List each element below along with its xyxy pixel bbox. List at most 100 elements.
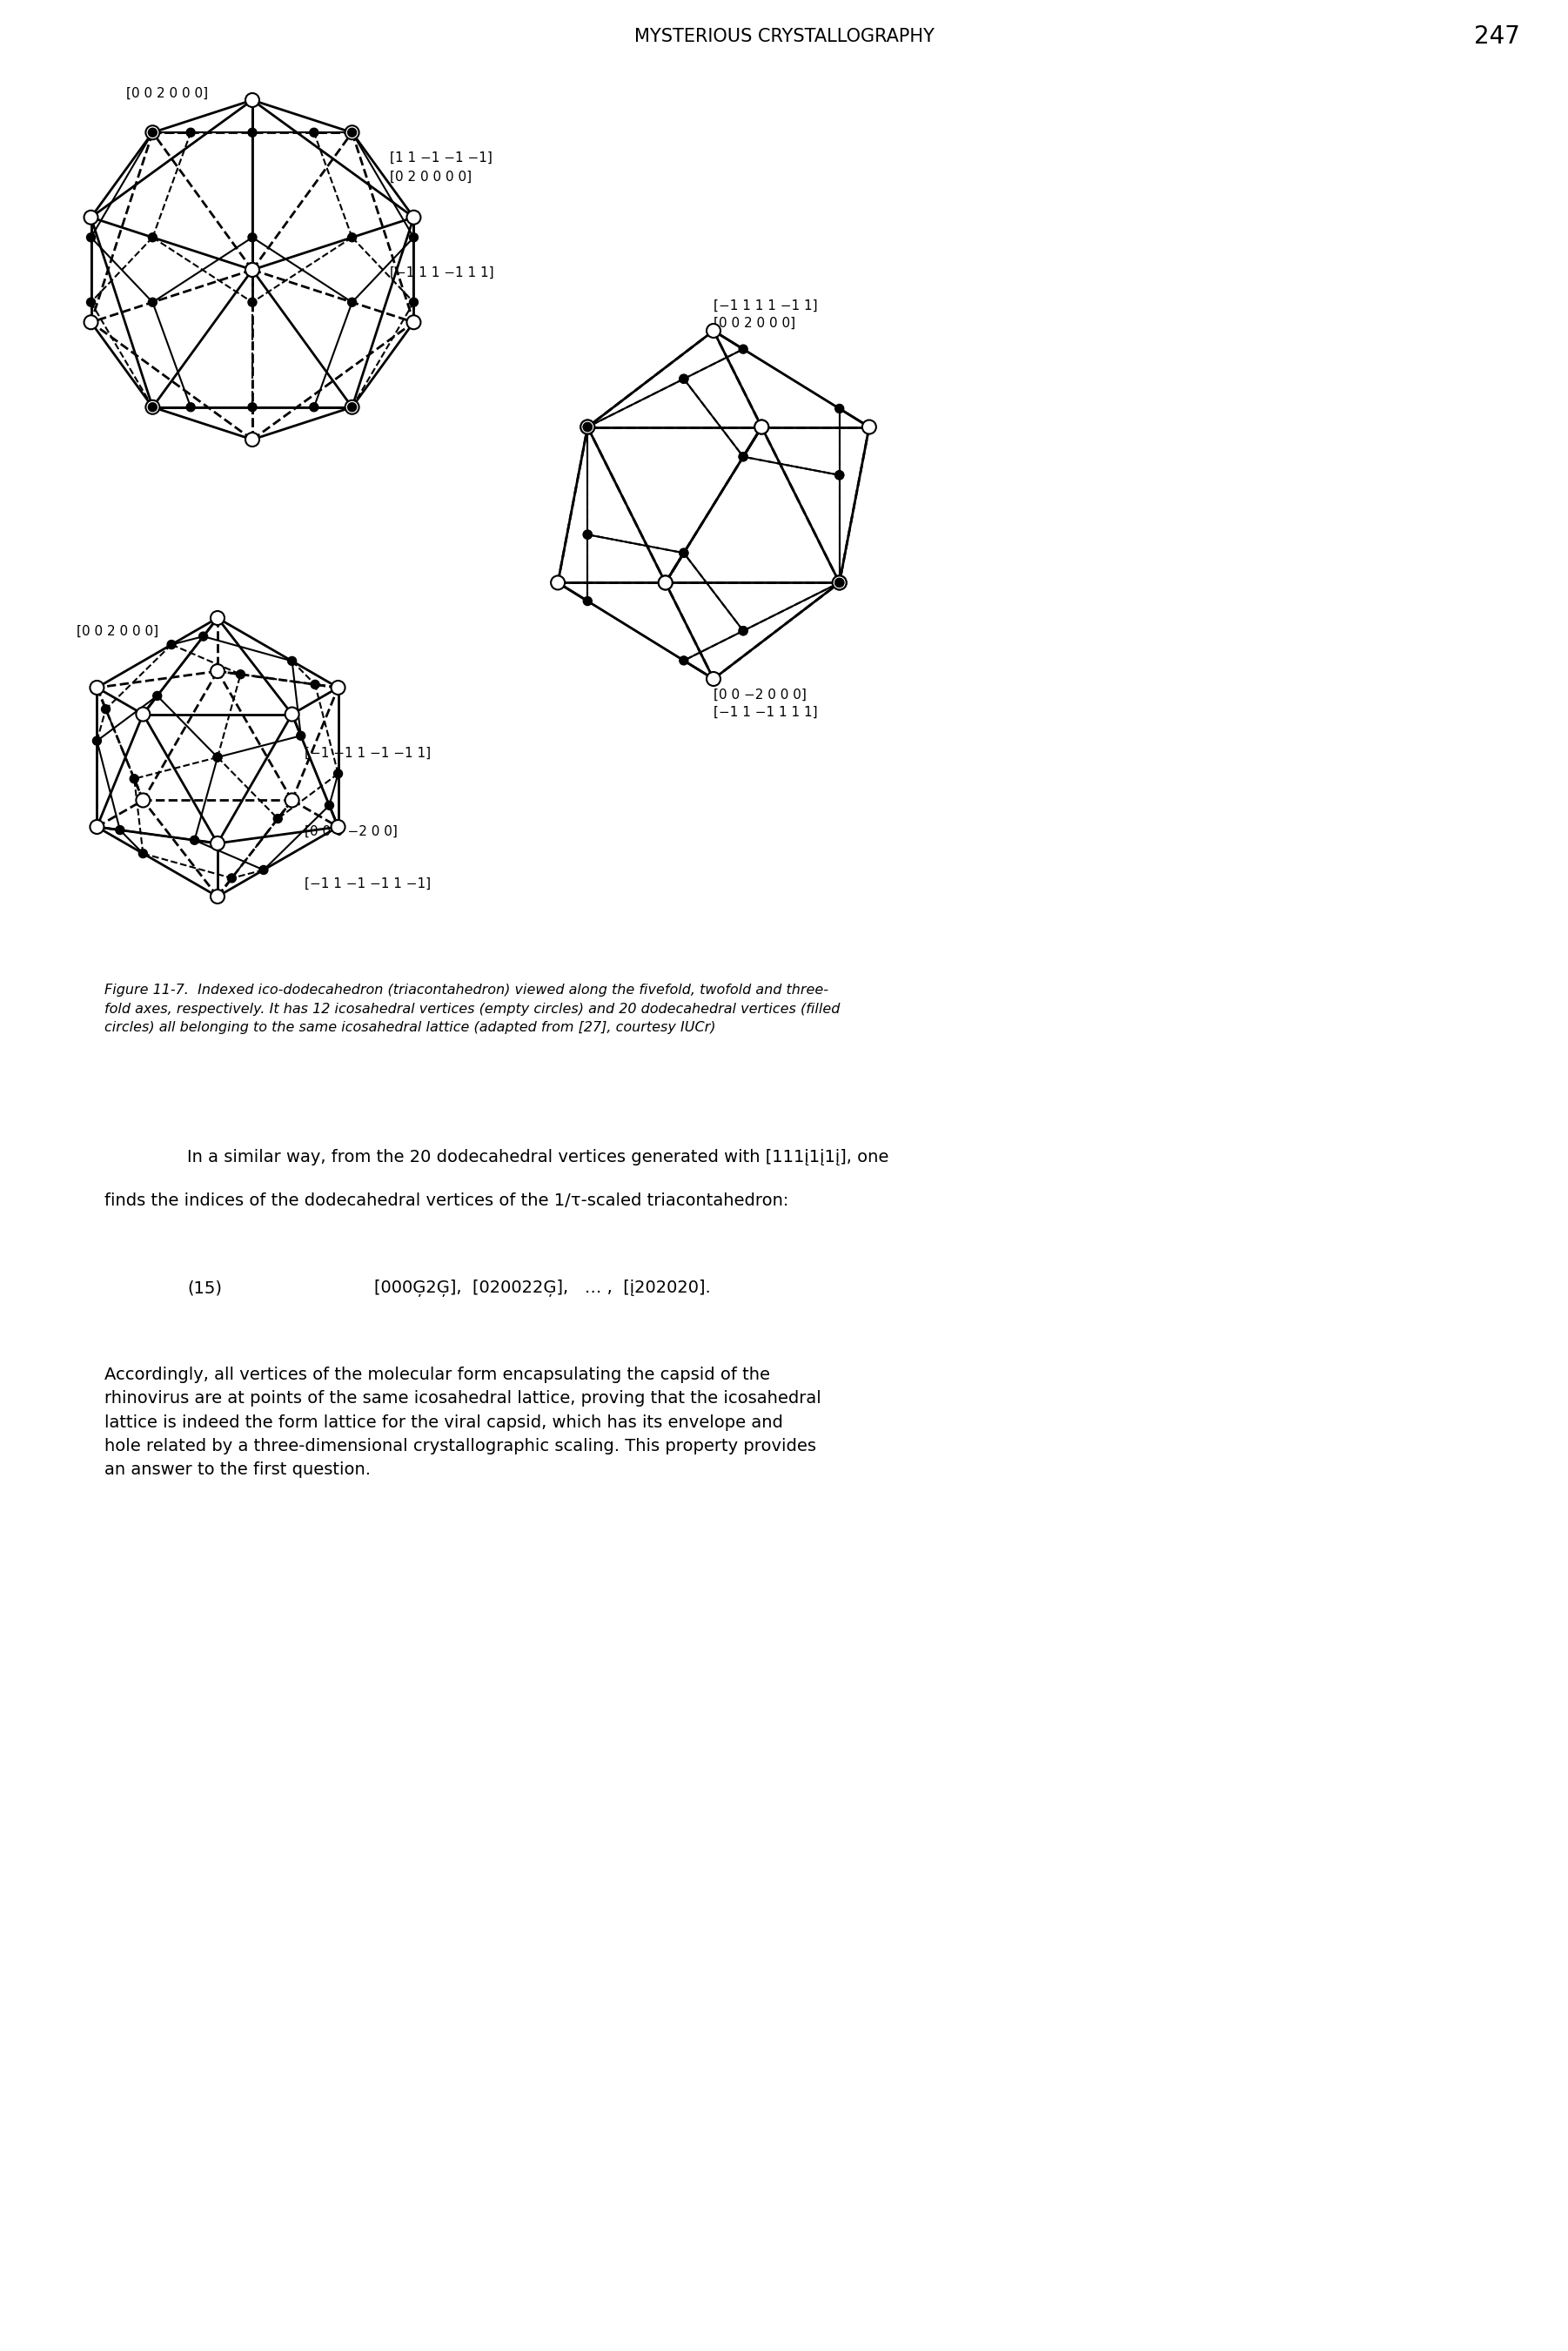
- Circle shape: [739, 451, 748, 461]
- Circle shape: [227, 875, 237, 882]
- Circle shape: [259, 865, 268, 875]
- Circle shape: [149, 129, 157, 136]
- Circle shape: [707, 672, 720, 686]
- Text: finds the indices of the dodecahedral vertices of the 1/τ-scaled triacontahedron: finds the indices of the dodecahedral ve…: [105, 1192, 789, 1208]
- Circle shape: [86, 299, 96, 306]
- Text: Accordingly, all vertices of the molecular form encapsulating the capsid of the
: Accordingly, all vertices of the molecul…: [105, 1366, 822, 1479]
- Circle shape: [836, 470, 844, 480]
- Circle shape: [285, 708, 299, 722]
- Circle shape: [146, 125, 160, 139]
- Circle shape: [409, 299, 419, 306]
- Text: (15): (15): [187, 1279, 223, 1295]
- Circle shape: [210, 665, 224, 677]
- Circle shape: [406, 315, 420, 329]
- Circle shape: [248, 233, 257, 242]
- Circle shape: [862, 421, 877, 435]
- Circle shape: [739, 625, 748, 635]
- Circle shape: [583, 531, 593, 538]
- Circle shape: [325, 802, 334, 809]
- Text: [0 0 0 −2 0 0]: [0 0 0 −2 0 0]: [304, 825, 398, 839]
- Circle shape: [836, 404, 844, 414]
- Circle shape: [93, 736, 102, 745]
- Circle shape: [210, 889, 224, 903]
- Circle shape: [130, 773, 138, 783]
- Text: In a similar way, from the 20 dodecahedral vertices generated with [111į1į1į], o: In a similar way, from the 20 dodecahedr…: [187, 1150, 889, 1166]
- Circle shape: [739, 346, 748, 353]
- Text: [−1 1 −1 −1 1 −1]: [−1 1 −1 −1 1 −1]: [304, 877, 431, 891]
- Circle shape: [210, 611, 224, 625]
- Text: [0 0 2 0 0 0]: [0 0 2 0 0 0]: [713, 317, 795, 329]
- Circle shape: [583, 423, 593, 430]
- Circle shape: [187, 402, 194, 411]
- Circle shape: [154, 691, 162, 701]
- Circle shape: [580, 421, 594, 435]
- Circle shape: [199, 632, 207, 642]
- Circle shape: [739, 625, 748, 635]
- Circle shape: [583, 423, 593, 430]
- Circle shape: [550, 576, 564, 590]
- Circle shape: [707, 324, 720, 339]
- Text: [1 1 −1 −1 −1]: [1 1 −1 −1 −1]: [390, 150, 492, 165]
- Circle shape: [149, 233, 157, 242]
- Circle shape: [679, 548, 688, 557]
- Circle shape: [348, 402, 356, 411]
- Circle shape: [102, 705, 110, 712]
- Circle shape: [89, 820, 103, 835]
- Circle shape: [659, 576, 673, 590]
- Circle shape: [833, 576, 847, 590]
- Circle shape: [310, 679, 320, 689]
- Circle shape: [583, 597, 593, 607]
- Circle shape: [754, 421, 768, 435]
- Circle shape: [833, 576, 847, 590]
- Text: [−1 1 1 −1 1 1]: [−1 1 1 −1 1 1]: [390, 266, 494, 280]
- Text: [−1 −1 1 −1 −1 1]: [−1 −1 1 −1 −1 1]: [304, 748, 431, 759]
- Circle shape: [245, 263, 259, 277]
- Circle shape: [245, 433, 259, 447]
- Circle shape: [331, 820, 345, 835]
- Circle shape: [754, 421, 768, 435]
- Circle shape: [213, 752, 223, 762]
- Circle shape: [309, 402, 318, 411]
- Text: [0 0 −2 0 0 0]: [0 0 −2 0 0 0]: [713, 689, 806, 701]
- Text: [−1 1 1 1 −1 1]: [−1 1 1 1 −1 1]: [713, 299, 817, 313]
- Circle shape: [237, 670, 245, 679]
- Circle shape: [309, 129, 318, 136]
- Circle shape: [679, 374, 688, 383]
- Circle shape: [836, 578, 844, 588]
- Circle shape: [406, 212, 420, 223]
- Circle shape: [136, 792, 151, 806]
- Circle shape: [679, 548, 688, 557]
- Circle shape: [273, 813, 282, 823]
- Circle shape: [187, 129, 194, 136]
- Circle shape: [116, 825, 124, 835]
- Circle shape: [146, 400, 160, 414]
- Circle shape: [679, 374, 688, 383]
- Circle shape: [138, 849, 147, 858]
- Circle shape: [248, 299, 257, 306]
- Circle shape: [149, 299, 157, 306]
- Circle shape: [836, 578, 844, 588]
- Text: [−1 1 −1 1 1 1]: [−1 1 −1 1 1 1]: [713, 705, 817, 719]
- Circle shape: [213, 752, 223, 762]
- Circle shape: [285, 792, 299, 806]
- Text: [0 0 2 0 0 0]: [0 0 2 0 0 0]: [77, 625, 158, 637]
- Circle shape: [190, 837, 199, 844]
- Circle shape: [89, 682, 103, 694]
- Text: 247: 247: [1474, 24, 1519, 49]
- Circle shape: [248, 402, 257, 411]
- Circle shape: [85, 315, 97, 329]
- Text: Figure 11-7.  Indexed ico-dodecahedron (triacontahedron) viewed along the fivefo: Figure 11-7. Indexed ico-dodecahedron (t…: [105, 983, 840, 1034]
- Circle shape: [348, 129, 356, 136]
- Circle shape: [245, 263, 259, 277]
- Circle shape: [348, 299, 356, 306]
- Circle shape: [739, 451, 748, 461]
- Circle shape: [149, 402, 157, 411]
- Circle shape: [331, 682, 345, 694]
- Circle shape: [210, 837, 224, 851]
- Circle shape: [345, 400, 359, 414]
- Text: [0 0 2 0 0 0]: [0 0 2 0 0 0]: [125, 87, 209, 101]
- Circle shape: [248, 129, 257, 136]
- Circle shape: [659, 576, 673, 590]
- Circle shape: [136, 708, 151, 722]
- Text: MYSTERIOUS CRYSTALLOGRAPHY: MYSTERIOUS CRYSTALLOGRAPHY: [633, 28, 935, 45]
